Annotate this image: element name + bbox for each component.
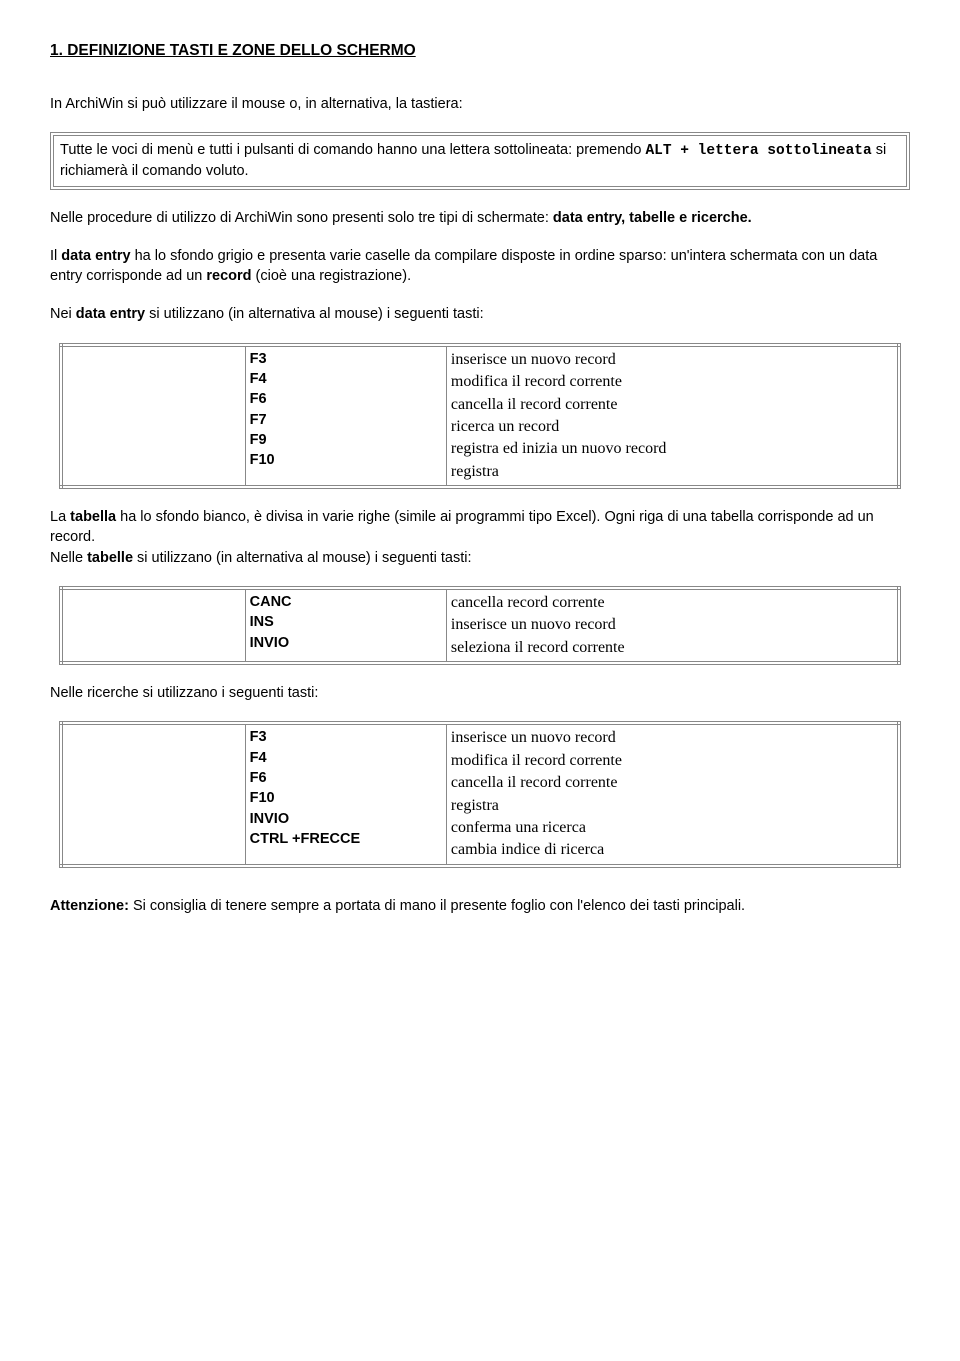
table-row: F3 F4 F6 F7 F9 F10 inserisce un nuovo re… [61,345,900,487]
ricerche-intro: Nelle ricerche si utilizzano i seguenti … [50,683,910,703]
p4-b: si utilizzano (in alternativa al mouse) … [145,306,484,322]
table-cell-keys: CANC INS INVIO [245,588,446,663]
p5-a: La [50,509,70,525]
table-row: CANC INS INVIO cancella record corrente … [61,588,900,663]
table-cell-keys: F3 F4 F6 F7 F9 F10 [245,345,446,487]
p5-c: Nelle [50,550,87,566]
table-cell-desc: cancella record corrente inserisce un nu… [446,588,899,663]
intro-paragraph: In ArchiWin si può utilizzare il mouse o… [50,94,910,114]
data-entry-paragraph: Il data entry ha lo sfondo grigio e pres… [50,246,910,287]
table-cell-empty [61,723,246,865]
data-entry-keys-table: F3 F4 F6 F7 F9 F10 inserisce un nuovo re… [59,343,902,489]
p5-bold1: tabella [70,509,116,525]
p2-bold: data entry, tabelle e ricerche. [553,210,752,226]
p2-a: Nelle procedure di utilizzo di ArchiWin … [50,210,553,226]
alt-key-box: Tutte le voci di menù e tutti i pulsanti… [50,132,910,190]
table-cell-empty [61,588,246,663]
p4-bold: data entry [76,306,145,322]
box1-text-a: Tutte le voci di menù e tutti i pulsanti… [60,142,645,158]
p5-b: ha lo sfondo bianco, è divisa in varie r… [50,509,874,545]
table-row: F3 F4 F6 F10 INVIO CTRL +FRECCE inserisc… [61,723,900,865]
p3-bold1: data entry [61,248,130,264]
p3-c: (cioè una registrazione). [252,268,412,284]
section-title: 1. DEFINIZIONE TASTI E ZONE DELLO SCHERM… [50,40,910,62]
table-cell-desc: inserisce un nuovo record modifica il re… [446,345,899,487]
tabella-paragraph: La tabella ha lo sfondo bianco, è divisa… [50,507,910,568]
box1-alt: ALT + lettera sottolineata [645,143,871,159]
tabelle-keys-table: CANC INS INVIO cancella record corrente … [59,586,902,665]
table-cell-keys: F3 F4 F6 F10 INVIO CTRL +FRECCE [245,723,446,865]
ricerche-keys-table: F3 F4 F6 F10 INVIO CTRL +FRECCE inserisc… [59,721,902,867]
data-entry-keys-intro: Nei data entry si utilizzano (in alterna… [50,304,910,324]
p5-d: si utilizzano (in alternativa al mouse) … [133,550,472,566]
schermate-paragraph: Nelle procedure di utilizzo di ArchiWin … [50,208,910,228]
p3-b: ha lo sfondo grigio e presenta varie cas… [50,248,877,284]
p3-bold2: record [206,268,251,284]
warning-text: Si consiglia di tenere sempre a portata … [129,898,745,914]
table-cell-desc: inserisce un nuovo record modifica il re… [446,723,899,865]
p5-bold2: tabelle [87,550,133,566]
warning-paragraph: Attenzione: Si consiglia di tenere sempr… [50,896,910,916]
warning-label: Attenzione: [50,898,129,914]
p3-a: Il [50,248,61,264]
table-cell-empty [61,345,246,487]
p4-a: Nei [50,306,76,322]
